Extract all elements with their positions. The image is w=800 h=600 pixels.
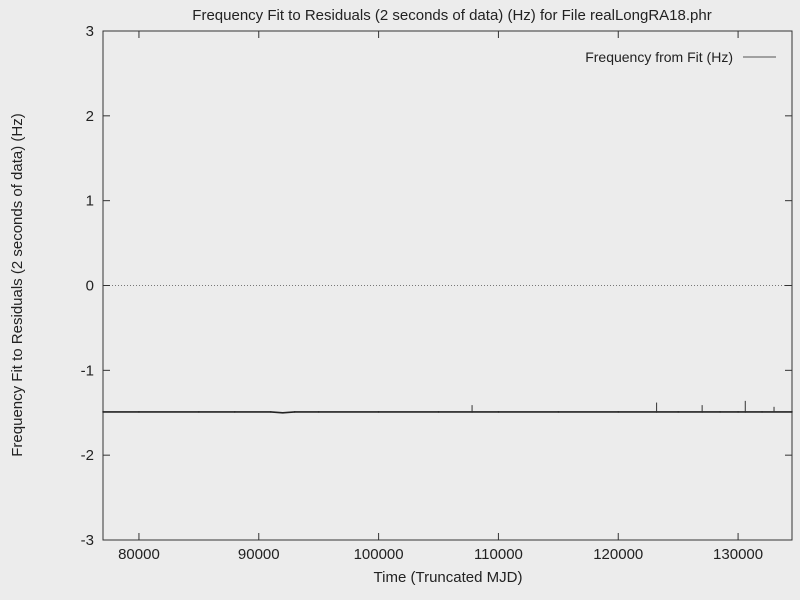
data-point xyxy=(269,411,272,413)
y-tick-label: -2 xyxy=(81,447,94,464)
y-tick-label: -1 xyxy=(81,362,94,379)
plot-area xyxy=(102,30,793,541)
data-point xyxy=(737,411,739,413)
y-axis: -3 -2 -1 0 1 2 3 xyxy=(81,23,792,549)
data-point xyxy=(791,411,793,413)
data-point xyxy=(497,411,500,413)
y-tick-label: 1 xyxy=(86,193,94,210)
y-axis-label: Frequency Fit to Residuals (2 seconds of… xyxy=(9,113,26,456)
data-point xyxy=(677,411,679,413)
series-layer xyxy=(102,400,793,414)
x-tick-label: 90000 xyxy=(238,546,280,563)
data-point xyxy=(617,411,620,413)
data-point xyxy=(761,411,763,413)
data-point xyxy=(377,411,380,413)
y-tick-label: -3 xyxy=(81,532,94,549)
data-point xyxy=(281,411,284,414)
legend: Frequency from Fit (Hz) xyxy=(585,49,776,65)
legend-label: Frequency from Fit (Hz) xyxy=(585,49,733,65)
data-point xyxy=(557,411,560,413)
series-line xyxy=(103,411,792,414)
x-tick-label: 130000 xyxy=(713,546,763,563)
y-tick-label: 3 xyxy=(86,23,94,40)
y-tick-label: 2 xyxy=(86,108,94,125)
data-point xyxy=(198,411,200,413)
x-tick-label: 120000 xyxy=(593,546,643,563)
chart-title: Frequency Fit to Residuals (2 seconds of… xyxy=(192,7,711,24)
data-point xyxy=(102,411,104,413)
x-tick-label: 110000 xyxy=(474,546,523,563)
data-point xyxy=(719,411,721,413)
data-point xyxy=(437,411,440,413)
x-tick-label: 100000 xyxy=(354,546,404,563)
data-point xyxy=(234,411,236,413)
data-point xyxy=(293,411,296,413)
data-point xyxy=(138,411,140,413)
x-tick-label: 80000 xyxy=(118,546,160,563)
y-tick-label: 0 xyxy=(86,278,94,295)
x-axis-label: Time (Truncated MJD) xyxy=(374,569,523,586)
data-point xyxy=(317,411,320,413)
x-axis: 80000 90000 100000 110000 120000 130000 xyxy=(118,31,763,563)
